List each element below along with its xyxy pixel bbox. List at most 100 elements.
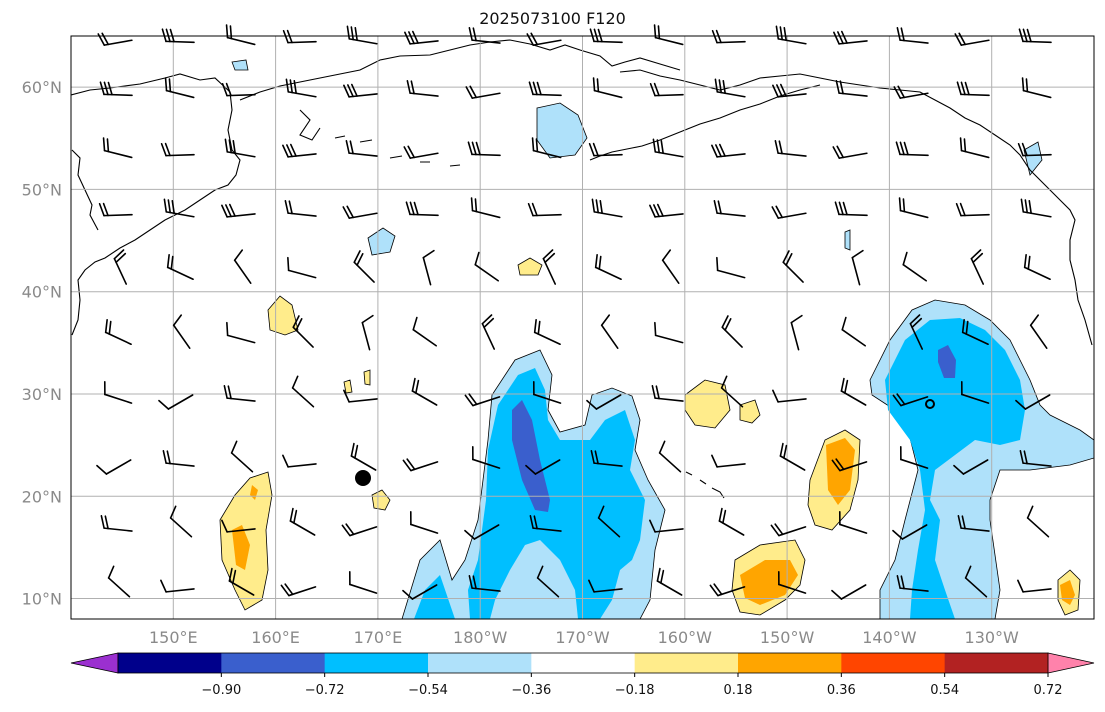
- shade-yellow-6: [739, 399, 761, 424]
- wind-barb: [464, 393, 501, 407]
- wind-barb: [831, 584, 867, 600]
- shade-northeast-dark: [938, 345, 956, 378]
- wind-barb: [282, 29, 317, 44]
- wind-barb: [654, 321, 684, 344]
- wind-barb: [474, 251, 499, 282]
- wind-barb: [893, 85, 929, 99]
- wind-barb: [468, 26, 501, 44]
- wind-barb: [658, 440, 682, 473]
- wind-barb: [594, 254, 622, 281]
- wind-barb: [709, 583, 746, 597]
- wind-barb: [163, 198, 195, 218]
- wind-barb: [959, 137, 990, 159]
- wind-barb: [651, 384, 684, 402]
- wind-barb: [166, 254, 194, 281]
- wind-barb: [104, 319, 132, 346]
- colorbar-label: −0.90: [201, 683, 241, 698]
- wind-barb: [649, 203, 684, 218]
- colorbar-label: −0.36: [511, 683, 551, 698]
- wind-barb: [404, 30, 439, 45]
- wind-barb: [172, 314, 191, 349]
- wind-barb: [851, 249, 864, 286]
- wind-barb: [1026, 505, 1050, 538]
- shaded-fields: [219, 59, 1094, 619]
- wind-barb: [467, 141, 501, 157]
- lon-label: 170°E: [354, 628, 403, 647]
- shade-yellow-5: [684, 379, 731, 429]
- wind-barb: [291, 375, 315, 408]
- wind-barb: [892, 393, 929, 407]
- wind-barb: [100, 514, 133, 532]
- wind-barb: [898, 197, 929, 219]
- lat-label: 20°N: [22, 487, 62, 506]
- wind-barb: [961, 319, 989, 346]
- wind-barb: [345, 139, 378, 157]
- wind-barb: [422, 249, 435, 286]
- wind-barb: [99, 81, 133, 97]
- lat-label: 30°N: [22, 385, 62, 404]
- wind-barb: [162, 449, 195, 467]
- wind-barb: [533, 319, 561, 346]
- wind-barb: [542, 249, 557, 285]
- shade-orange-3: [826, 438, 855, 505]
- wind-barb: [592, 77, 623, 99]
- wind-barb: [528, 81, 562, 97]
- wind-barb: [902, 251, 927, 282]
- wind-barb: [899, 445, 929, 469]
- center-marker-filled: [355, 470, 371, 486]
- coastline-asia: [71, 73, 241, 336]
- wind-barb: [361, 314, 374, 351]
- wind-barb: [713, 199, 746, 217]
- wind-barb: [652, 138, 684, 158]
- coastline-chukotka: [299, 109, 321, 141]
- wind-barb: [774, 139, 807, 157]
- wind-barb: [600, 314, 619, 349]
- wind-barb: [588, 579, 623, 593]
- shade-yellow-10: [343, 379, 353, 394]
- wind-barb: [164, 77, 195, 99]
- wind-barb: [348, 570, 378, 594]
- lat-label: 50°N: [22, 180, 62, 199]
- wind-barb: [223, 384, 256, 402]
- wind-barb: [346, 25, 378, 45]
- colorbar-label: −0.54: [408, 683, 448, 698]
- latitude-labels: 60°N 50°N 40°N 30°N 20°N 10°N: [22, 78, 62, 608]
- wind-barb: [896, 574, 929, 592]
- wind-barb: [226, 321, 256, 344]
- wind-barb: [711, 143, 746, 158]
- map-grid: [71, 36, 1094, 619]
- wind-barb: [790, 314, 803, 351]
- wind-barb: [96, 459, 132, 475]
- wind-barb: [840, 377, 867, 406]
- wind-barb: [661, 249, 680, 284]
- wind-barb: [409, 510, 439, 534]
- wind-barb: [169, 505, 193, 538]
- wind-barb: [289, 507, 316, 536]
- wind-barb: [1029, 314, 1048, 349]
- wind-barb: [841, 316, 866, 347]
- lat-label: 40°N: [22, 283, 62, 302]
- wind-barb: [834, 201, 868, 217]
- colorbar-segment: [221, 653, 326, 673]
- wind-barb: [221, 82, 256, 97]
- wind-barb: [531, 137, 562, 159]
- wind-barb: [158, 394, 194, 410]
- wind-barb: [835, 79, 868, 97]
- wind-barb: [586, 394, 622, 410]
- wind-barb: [160, 579, 195, 593]
- wind-barb: [464, 524, 500, 540]
- wind-barb: [470, 197, 501, 219]
- wind-barb: [656, 567, 683, 596]
- wind-barb: [481, 314, 496, 350]
- wind-barb: [280, 583, 317, 597]
- wind-barb: [221, 519, 256, 533]
- wind-barb: [465, 85, 501, 99]
- wind-barb: [770, 523, 807, 537]
- colorbar-segment: [118, 653, 222, 673]
- wind-barb: [282, 454, 317, 468]
- shade-nw-light-1: [536, 102, 588, 159]
- wind-barb: [953, 459, 989, 475]
- coastline-japan: [71, 149, 99, 231]
- wind-barb: [716, 256, 746, 279]
- wind-barb: [527, 202, 562, 217]
